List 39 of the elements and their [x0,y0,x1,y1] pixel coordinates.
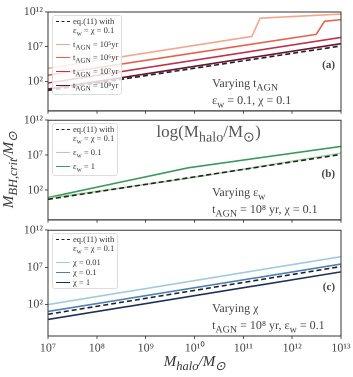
x-tick-label: 10¹¹ [234,340,254,354]
x-tick-label: 10⁷ [40,340,56,354]
y-tick-label: 10¹² [24,112,44,126]
legend-label: χ = 1 [73,276,90,288]
legend-label: χ = 0.1 [73,266,96,278]
annotation: (b) [322,168,335,180]
annotation: t$_{AGN}$ = 10⁸ yr, χ = 0.1 [212,202,318,220]
legend-label: t$_{AGN}$ = 10⁸yr [73,80,118,94]
x-tick-label: 10⁸ [88,340,105,354]
annotation: log(M$_{halo}$/M$_{⊙}$) [156,122,261,147]
x-axis-title: M$_{halo}$/M$_{⊙}$ [164,354,226,374]
y-tick-label: 10⁷ [26,260,43,274]
annotation: ε$_{w}$ = 0.1, χ = 0.1 [212,92,292,110]
legend-label: t$_{AGN}$ = 10⁵yr [73,38,118,53]
y-tick-label: 10² [27,74,44,88]
y-tick-label: 10¹² [24,4,44,18]
legend-label: eq.(11) with ε$_{w}$ = χ = 0.1 [73,234,114,258]
annotation: (a) [322,59,335,72]
annotation: Varying t$_{AGN}$ [212,76,278,94]
x-tick-label: 10⁹ [138,340,154,354]
y-tick-label: 10² [27,182,44,196]
legend-label: ε$_{w}$ = 0.1 [73,146,102,162]
annotation: Varying ε$_{w}$ [212,184,266,202]
legend-label: eq.(11) with ε$_{w}$ = χ = 0.1 [73,124,114,148]
y-tick-label: 10¹² [24,222,44,236]
y-tick-label: 10⁷ [26,38,43,53]
legend-label: t$_{AGN}$ = 10⁷yr [73,66,118,80]
x-tick-label: 10¹² [282,340,302,354]
y-tick-label: 10² [27,296,44,311]
x-tick-label: 10¹³ [331,340,351,354]
legend-label: eq.(11) with ε$_{w}$ = χ = 0.1 [73,16,114,40]
legend-label: t$_{AGN}$ = 10⁶yr [73,52,118,67]
x-tick-label: 10¹⁰ [184,340,204,354]
y-tick-label: 10⁷ [26,147,43,162]
annotation: t$_{AGN}$ = 10⁸ yr, ε$_{w}$ = 0.1 [212,318,325,336]
annotation: (c) [322,280,335,293]
annotation: Varying χ [212,301,258,316]
legend-label: ε$_{w}$ = 1 [73,160,95,175]
legend-label: χ = 0.01 [73,256,101,268]
